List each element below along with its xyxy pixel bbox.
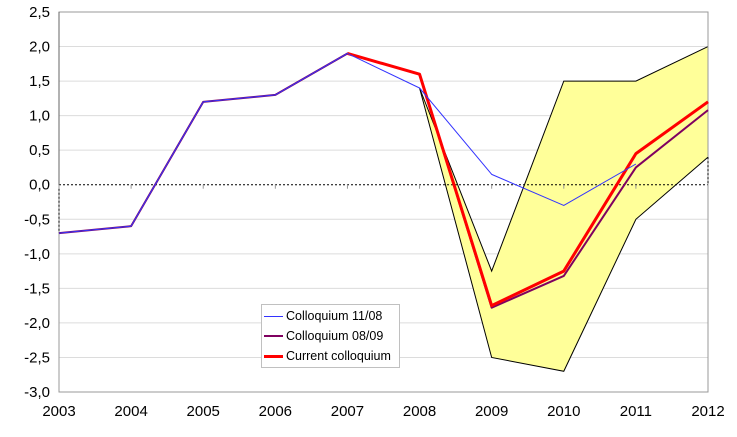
legend-label: Colloquium 11/08 bbox=[286, 309, 383, 323]
band-lower-edge bbox=[419, 87, 709, 372]
x-tick-label: 2005 bbox=[187, 403, 220, 420]
legend-swatch bbox=[264, 315, 283, 317]
series-line bbox=[58, 52, 637, 234]
legend-label: Colloquium 08/09 bbox=[286, 329, 384, 343]
y-tick-label: 1,0 bbox=[29, 108, 50, 125]
y-tick-label: -1,5 bbox=[24, 280, 50, 297]
y-tick-label: -1,0 bbox=[24, 246, 50, 263]
legend-item: Current colloquium bbox=[264, 346, 397, 366]
band-upper-edge bbox=[419, 46, 709, 273]
x-tick-label: 2009 bbox=[475, 403, 508, 420]
y-tick-label: 0,0 bbox=[29, 177, 50, 194]
y-tick-label: 1,5 bbox=[29, 73, 50, 90]
legend-swatch bbox=[264, 354, 283, 358]
y-tick-label: -2,0 bbox=[24, 315, 50, 332]
y-tick-label: -2,5 bbox=[24, 349, 50, 366]
y-tick-label: 2,5 bbox=[29, 4, 50, 21]
y-tick-label: 0,5 bbox=[29, 142, 50, 159]
x-tick-label: 2003 bbox=[42, 403, 75, 420]
y-tick-label: -3,0 bbox=[24, 384, 50, 401]
x-tick-label: 2010 bbox=[547, 403, 580, 420]
legend-item: Colloquium 11/08 bbox=[264, 306, 397, 326]
legend-label: Current colloquium bbox=[286, 349, 391, 363]
y-tick-label: -0,5 bbox=[24, 211, 50, 228]
x-tick-label: 2008 bbox=[403, 403, 436, 420]
x-tick-label: 2011 bbox=[620, 403, 652, 420]
x-tick-label: 2012 bbox=[691, 403, 724, 420]
y-tick-label: 2,0 bbox=[29, 39, 50, 56]
x-tick-label: 2004 bbox=[114, 403, 147, 420]
x-tick-label: 2006 bbox=[259, 403, 292, 420]
uncertainty-band bbox=[419, 46, 708, 372]
legend-swatch bbox=[264, 335, 283, 337]
legend-item: Colloquium 08/09 bbox=[264, 326, 397, 346]
series-line bbox=[347, 52, 709, 308]
x-tick-label: 2007 bbox=[331, 403, 364, 420]
legend: Colloquium 11/08 Colloquium 08/09 Curren… bbox=[261, 304, 400, 368]
